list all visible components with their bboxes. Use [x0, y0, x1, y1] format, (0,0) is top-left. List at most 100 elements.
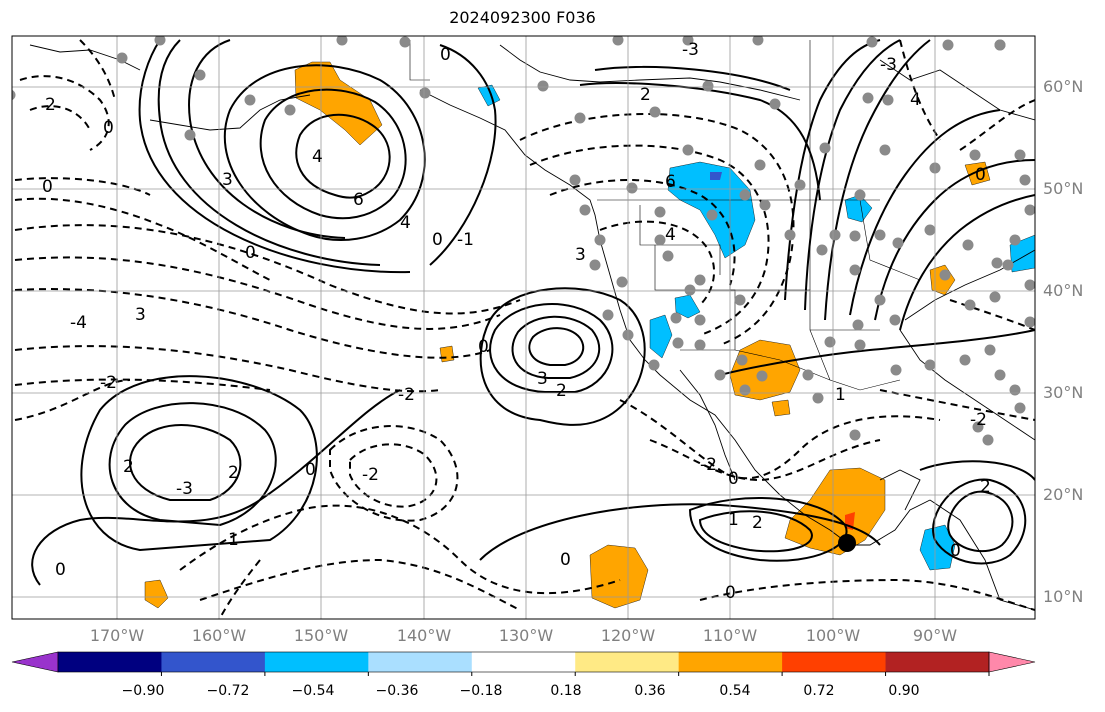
- station-dot: [569, 174, 581, 186]
- contour-label: 4: [312, 147, 323, 167]
- colorbar-tick-label: −0.36: [375, 683, 419, 699]
- lon-label: 120°W: [600, 626, 656, 645]
- station-dot: [890, 364, 902, 376]
- station-dot: [852, 319, 864, 331]
- lat-label: 50°N: [1043, 179, 1084, 198]
- contour-label: 6: [353, 190, 364, 210]
- plot-title: 2024092300 F036: [449, 8, 596, 27]
- station-dot: [594, 234, 606, 246]
- contour-label: -2: [100, 373, 117, 393]
- lon-label: 100°W: [805, 626, 861, 645]
- colorbar-tick-label: −0.54: [291, 683, 335, 699]
- dashed-contour-lines: [14, 39, 1035, 619]
- station-dot: [589, 259, 601, 271]
- station-dot: [419, 87, 431, 99]
- station-dot: [1024, 316, 1035, 328]
- station-dot: [654, 234, 666, 246]
- station-dot: [962, 239, 974, 251]
- station-dot: [684, 284, 696, 296]
- station-dot: [616, 276, 628, 288]
- station-dot: [816, 244, 828, 256]
- station-dot: [1009, 384, 1021, 396]
- contour-label: 0: [42, 177, 53, 197]
- contour-label: 0: [728, 469, 739, 489]
- lon-label: 130°W: [498, 626, 554, 645]
- station-dot: [1014, 402, 1026, 414]
- station-dot: [874, 229, 886, 241]
- station-dot: [874, 294, 886, 306]
- contour-label: 0: [432, 230, 443, 250]
- colorbar-tick-label: −0.72: [206, 683, 250, 699]
- station-dot: [754, 159, 766, 171]
- lat-label: 10°N: [1043, 587, 1084, 606]
- contour-label: 0: [725, 583, 736, 603]
- lat-label: 40°N: [1043, 281, 1084, 300]
- contour-label: 0: [950, 541, 961, 561]
- colorbar-tick-label: 0.36: [634, 683, 666, 699]
- station-dot: [672, 337, 684, 349]
- station-markers: [12, 36, 1035, 446]
- station-dot: [662, 250, 674, 262]
- graticule: [12, 36, 1035, 619]
- station-dot: [849, 429, 861, 441]
- contour-label: 3: [537, 369, 548, 389]
- station-dot: [649, 106, 661, 118]
- contour-label: -2: [362, 465, 379, 485]
- station-dot: [12, 89, 16, 101]
- station-dot: [1019, 174, 1031, 186]
- station-dot: [734, 294, 746, 306]
- contour-label: 0: [55, 560, 66, 580]
- station-dot: [849, 264, 861, 276]
- station-dot: [882, 94, 894, 106]
- contour-label: 0: [305, 460, 316, 480]
- contour-label: 2: [752, 513, 763, 533]
- lat-label: 20°N: [1043, 485, 1084, 504]
- contour-label: -3: [682, 40, 699, 60]
- station-dot: [964, 299, 976, 311]
- station-dot: [892, 237, 904, 249]
- contour-label-group: 6 4 4 3 2 0 0 0 -4 3 -2 -3 2 2 0 1 0 -2 …: [42, 40, 991, 603]
- contour-label: 1: [728, 510, 739, 530]
- contour-label: 3: [135, 305, 146, 325]
- station-dot: [694, 274, 706, 286]
- station-dot: [1014, 149, 1026, 161]
- station-dot: [194, 69, 206, 81]
- station-dot: [802, 369, 814, 381]
- station-dot: [812, 392, 824, 404]
- station-dot: [924, 224, 936, 236]
- station-dot: [924, 359, 936, 371]
- contour-label: 4: [910, 90, 921, 110]
- station-dot: [739, 384, 751, 396]
- contour-label: 2: [123, 457, 134, 477]
- contour-label: 2: [45, 95, 56, 115]
- colorbar-tick-label: 0.18: [550, 683, 582, 699]
- station-dot: [682, 144, 694, 156]
- contour-label: -2: [970, 410, 987, 430]
- contour-label: 3: [575, 245, 586, 265]
- lon-label: 170°W: [89, 626, 145, 645]
- station-dot: [849, 230, 861, 242]
- station-dot: [854, 189, 866, 201]
- station-dot: [184, 129, 196, 141]
- station-dot: [784, 229, 796, 241]
- contour-label: -4: [70, 313, 87, 333]
- station-dot: [991, 257, 1003, 269]
- station-dot: [1002, 259, 1014, 271]
- lon-label: 160°W: [191, 626, 247, 645]
- station-dot: [759, 199, 771, 211]
- contour-label: 0: [560, 550, 571, 570]
- station-dot: [939, 269, 951, 281]
- station-dot: [1024, 204, 1035, 216]
- contour-label: 1: [228, 530, 239, 550]
- station-dot: [399, 36, 411, 48]
- station-dot: [154, 36, 166, 46]
- contour-label: 2: [980, 477, 991, 497]
- contour-label: -3: [176, 479, 193, 499]
- colorbar-tick-label: 0.72: [803, 683, 835, 699]
- station-dot: [866, 36, 878, 48]
- lon-label: 110°W: [702, 626, 758, 645]
- station-dot: [942, 39, 954, 51]
- station-dot: [702, 80, 714, 92]
- station-dot: [714, 369, 726, 381]
